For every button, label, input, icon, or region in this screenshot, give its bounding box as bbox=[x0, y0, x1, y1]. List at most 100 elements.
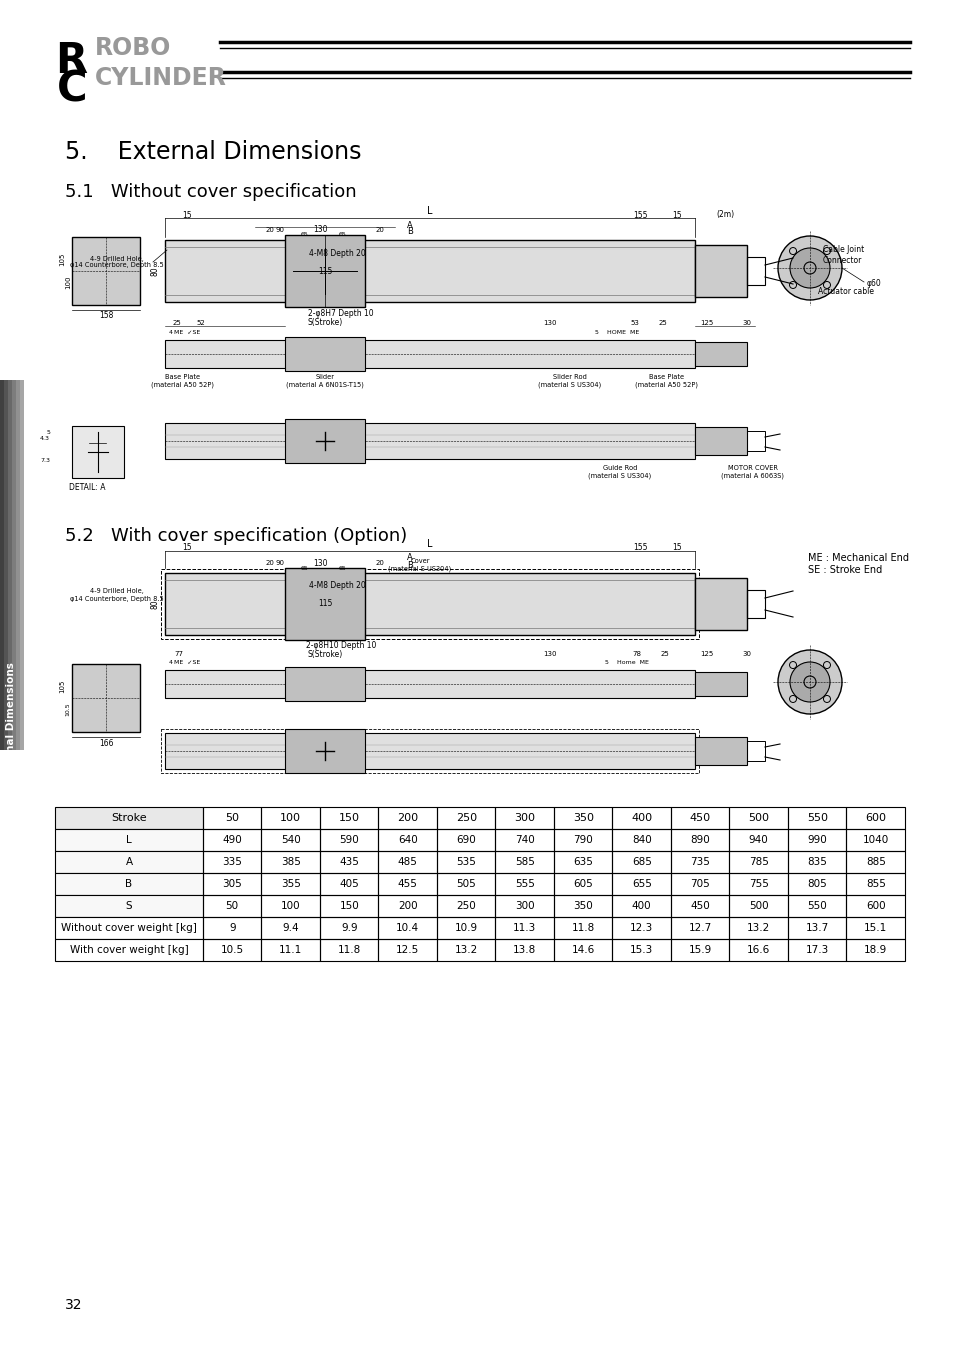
Text: 15: 15 bbox=[672, 211, 681, 220]
Bar bbox=[71, 238, 140, 305]
Bar bbox=[554, 850, 612, 873]
Text: 400: 400 bbox=[631, 900, 651, 911]
Text: C: C bbox=[57, 68, 88, 109]
Text: 15: 15 bbox=[182, 544, 192, 552]
Bar bbox=[285, 729, 365, 774]
Text: 13.8: 13.8 bbox=[513, 945, 536, 954]
Text: 990: 990 bbox=[806, 836, 826, 845]
Text: 690: 690 bbox=[456, 836, 476, 845]
Bar bbox=[55, 807, 203, 829]
Text: 855: 855 bbox=[865, 879, 884, 890]
Bar bbox=[695, 342, 746, 366]
Text: 105: 105 bbox=[59, 252, 65, 266]
Text: S(Stroke): S(Stroke) bbox=[307, 319, 342, 328]
Bar bbox=[729, 850, 787, 873]
Text: 90: 90 bbox=[275, 227, 284, 234]
Bar bbox=[436, 873, 495, 895]
Bar bbox=[729, 940, 787, 961]
Text: 5.    External Dimensions: 5. External Dimensions bbox=[65, 140, 361, 163]
Text: DETAIL: A: DETAIL: A bbox=[69, 482, 106, 491]
Text: 585: 585 bbox=[515, 857, 534, 867]
Text: 505: 505 bbox=[456, 879, 476, 890]
Text: ME  ✓SE: ME ✓SE bbox=[173, 329, 200, 335]
Text: 250: 250 bbox=[456, 900, 476, 911]
Text: 105: 105 bbox=[59, 679, 65, 693]
Text: 115: 115 bbox=[317, 266, 332, 275]
Bar bbox=[670, 940, 729, 961]
Text: 550: 550 bbox=[806, 900, 826, 911]
Text: S: S bbox=[126, 900, 132, 911]
Bar bbox=[612, 850, 670, 873]
Bar bbox=[787, 807, 845, 829]
Bar bbox=[670, 829, 729, 850]
Text: 77: 77 bbox=[174, 651, 183, 657]
Bar bbox=[378, 873, 436, 895]
Text: 200: 200 bbox=[397, 900, 417, 911]
Text: 130: 130 bbox=[542, 651, 557, 657]
Text: 155: 155 bbox=[632, 211, 646, 220]
Bar bbox=[695, 427, 746, 455]
Bar bbox=[612, 807, 670, 829]
Text: 20: 20 bbox=[265, 560, 274, 566]
Bar bbox=[16, 379, 20, 751]
Text: 25: 25 bbox=[659, 651, 669, 657]
Text: 11.3: 11.3 bbox=[513, 923, 536, 933]
Bar bbox=[845, 829, 904, 850]
Text: 12.3: 12.3 bbox=[630, 923, 653, 933]
Text: 500: 500 bbox=[747, 813, 768, 823]
Text: CYLINDER: CYLINDER bbox=[95, 66, 227, 90]
Text: 5: 5 bbox=[595, 329, 598, 335]
Text: 50: 50 bbox=[225, 813, 239, 823]
Text: 16.6: 16.6 bbox=[746, 945, 770, 954]
Text: 4-M8 Depth 20: 4-M8 Depth 20 bbox=[309, 248, 365, 258]
Text: Home  ME: Home ME bbox=[617, 660, 648, 664]
Text: 835: 835 bbox=[806, 857, 826, 867]
Bar bbox=[495, 829, 554, 850]
Text: 350: 350 bbox=[573, 900, 593, 911]
Bar bbox=[554, 807, 612, 829]
Bar bbox=[495, 850, 554, 873]
Text: 355: 355 bbox=[280, 879, 300, 890]
Bar bbox=[845, 940, 904, 961]
Text: 130: 130 bbox=[542, 320, 557, 325]
Bar bbox=[319, 873, 378, 895]
Bar bbox=[319, 917, 378, 940]
Bar bbox=[319, 850, 378, 873]
Text: 130: 130 bbox=[313, 559, 327, 567]
Text: 790: 790 bbox=[573, 836, 593, 845]
Text: 485: 485 bbox=[397, 857, 417, 867]
Text: 9.4: 9.4 bbox=[282, 923, 298, 933]
Bar bbox=[787, 873, 845, 895]
Circle shape bbox=[84, 711, 88, 716]
Text: A: A bbox=[407, 220, 413, 230]
Text: 53: 53 bbox=[630, 320, 639, 325]
Text: 4: 4 bbox=[169, 660, 172, 664]
Circle shape bbox=[789, 248, 829, 288]
Bar bbox=[670, 850, 729, 873]
Bar bbox=[436, 807, 495, 829]
Text: 15.3: 15.3 bbox=[630, 945, 653, 954]
Text: 125: 125 bbox=[700, 651, 713, 657]
Text: 130: 130 bbox=[313, 225, 327, 235]
Text: 885: 885 bbox=[865, 857, 884, 867]
Bar bbox=[261, 850, 319, 873]
Bar bbox=[261, 895, 319, 917]
Text: ROBO: ROBO bbox=[95, 36, 172, 59]
Text: MOTOR COVER
(material A 6063S): MOTOR COVER (material A 6063S) bbox=[720, 466, 783, 479]
Text: 25: 25 bbox=[658, 320, 667, 325]
Text: 32: 32 bbox=[65, 1297, 82, 1312]
Bar bbox=[12, 379, 16, 751]
Bar bbox=[71, 427, 124, 478]
Text: Cable Joint
Connector: Cable Joint Connector bbox=[822, 246, 863, 265]
Bar bbox=[285, 235, 365, 306]
Text: 1040: 1040 bbox=[862, 836, 888, 845]
Text: 735: 735 bbox=[690, 857, 709, 867]
Text: 335: 335 bbox=[222, 857, 242, 867]
Bar bbox=[203, 895, 261, 917]
Bar bbox=[55, 850, 203, 873]
Text: 11.8: 11.8 bbox=[571, 923, 595, 933]
Bar bbox=[695, 672, 746, 697]
Text: 18.9: 18.9 bbox=[863, 945, 886, 954]
Bar bbox=[670, 917, 729, 940]
Text: Cover
(material S US304): Cover (material S US304) bbox=[388, 559, 451, 572]
